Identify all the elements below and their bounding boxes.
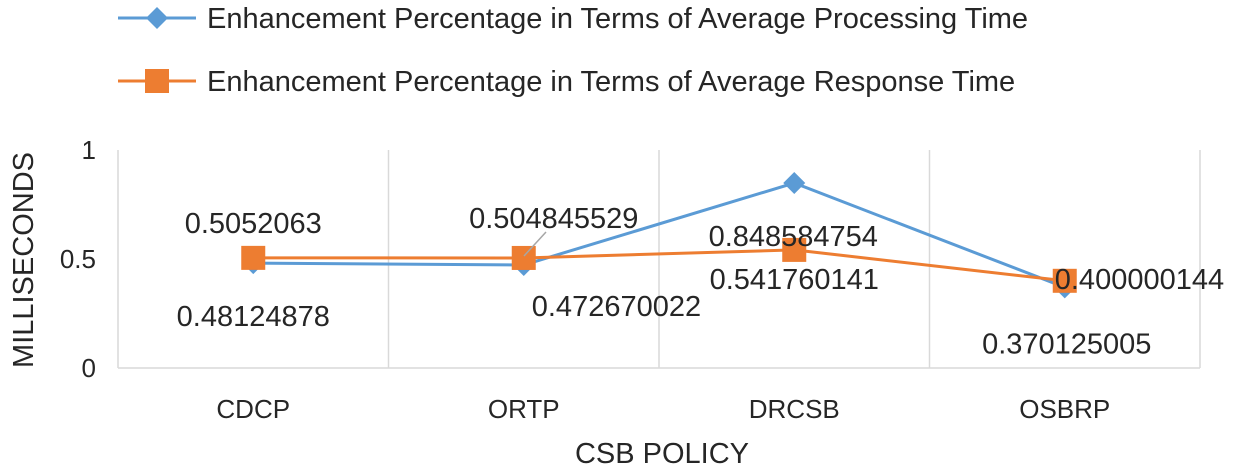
series-response: [241, 237, 1077, 293]
data-label: 0.370125005: [982, 328, 1151, 360]
label-leader-line: [523, 231, 547, 257]
data-point-diamond: [783, 172, 806, 195]
x-tick-label: CDCP: [216, 394, 290, 424]
legend-marker-square: [145, 69, 169, 93]
data-point-square: [1052, 268, 1077, 293]
data-label: 0.48124878: [177, 301, 330, 333]
x-tick-label: DRCSB: [749, 394, 840, 424]
x-axis-title: CSB POLICY: [575, 438, 749, 469]
data-point-square: [241, 245, 266, 270]
data-point-square: [782, 237, 807, 262]
axis-ticks: 0 0.5 1 CDCP ORTP DRCSB OSBRP: [60, 135, 1110, 424]
y-tick-label: 1: [82, 135, 96, 165]
legend-marker-diamond: [146, 7, 168, 29]
legend-label-response: Enhancement Percentage in Terms of Avera…: [207, 66, 1015, 98]
series-line: [253, 248, 1065, 283]
legend-label-processing: Enhancement Percentage in Terms of Avera…: [207, 3, 1028, 35]
data-label: 0.504845529: [469, 203, 638, 235]
y-tick-label: 0.5: [60, 244, 96, 274]
y-axis-title: MILLISECONDS: [8, 152, 40, 368]
series: [241, 172, 1077, 299]
data-point-square: [511, 245, 536, 270]
data-label: 0.541760141: [710, 264, 879, 296]
x-tick-label: OSBRP: [1019, 394, 1110, 424]
x-tick-label: ORTP: [488, 394, 560, 424]
data-label: 0.472670022: [532, 291, 701, 323]
legend-item-processing: Enhancement Percentage in Terms of Avera…: [118, 3, 1028, 35]
gridlines: [117, 150, 1201, 369]
data-label: 0.848584754: [709, 221, 878, 253]
data-labels: 0.48124878 0.472670022 0.848584754 0.370125…: [177, 203, 1224, 360]
legend: Enhancement Percentage in Terms of Avera…: [118, 3, 1028, 98]
data-label: 0.400000144: [1055, 264, 1224, 296]
y-tick-label: 0: [82, 353, 96, 383]
data-label: 0.5052063: [185, 208, 322, 240]
series-line: [253, 181, 1066, 289]
legend-item-response: Enhancement Percentage in Terms of Avera…: [118, 66, 1015, 98]
